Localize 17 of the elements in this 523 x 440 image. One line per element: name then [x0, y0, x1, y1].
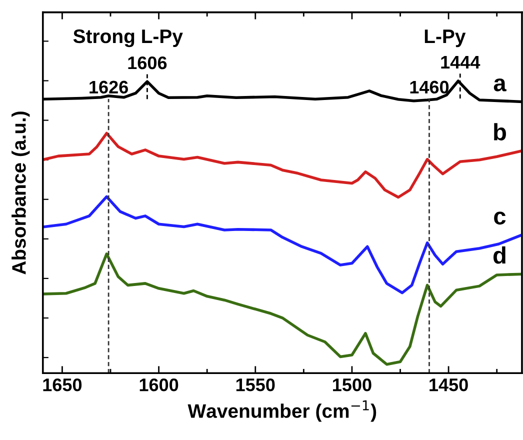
annotation: 1606: [128, 56, 167, 70]
legend-label: a: [494, 78, 506, 92]
annotation: 1444: [441, 56, 480, 68]
x-tick-label: 1450: [430, 378, 468, 392]
series-label: c: [494, 212, 506, 225]
x-tick-label: 1550: [236, 378, 275, 392]
x-tick-label: 1500: [333, 378, 372, 392]
ref-line-label: 1626: [90, 80, 128, 94]
text: Strong L-Py: [73, 29, 183, 48]
ref-line-label: 1460: [410, 80, 449, 94]
x-tick-label: 1650: [43, 378, 82, 392]
x-axis-title: Wavenumber (cm$^{−1}$): [188, 400, 376, 422]
text: L-Py: [424, 30, 466, 48]
x-tick-label: 1600: [140, 378, 178, 392]
series-label: b: [494, 123, 506, 140]
y-axis-title: Absorbance (a.u.): [12, 112, 30, 274]
series-label: d: [493, 246, 506, 264]
